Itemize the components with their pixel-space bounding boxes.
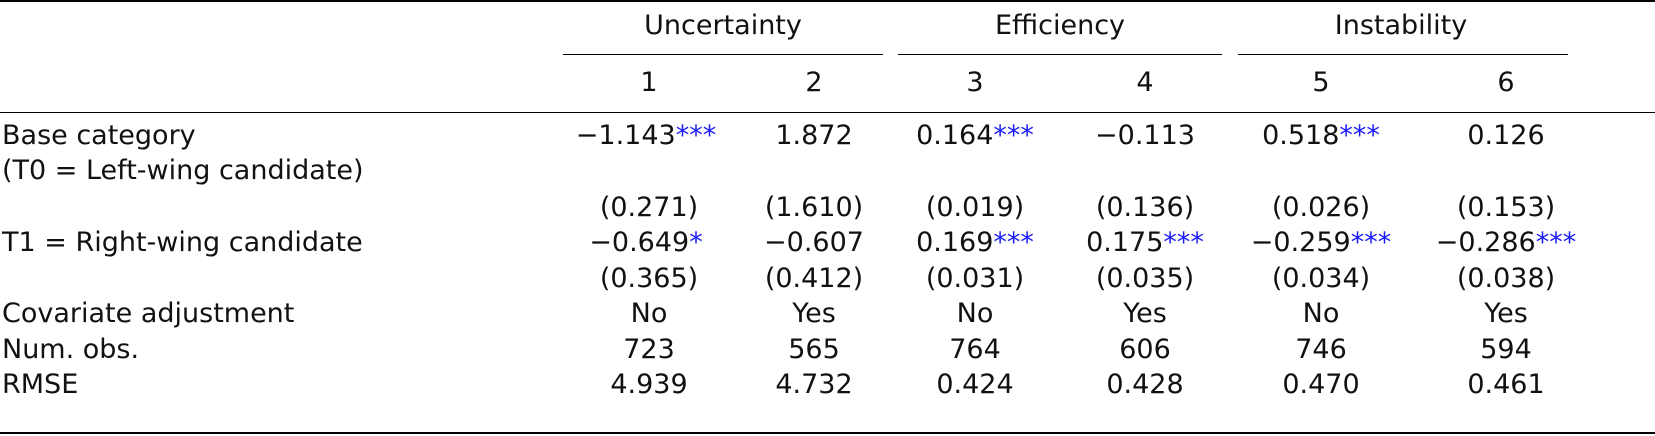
std-error-cell: (0.034) [1271,263,1371,294]
group-header-efficiency: Efficiency [994,10,1126,41]
stat-cell: No [1302,298,1340,329]
estimate-cell: 1.872 [775,120,853,151]
stat-cell: Yes [1484,298,1528,329]
column-number: 2 [805,67,823,98]
group-header-uncertainty: Uncertainty [644,10,802,41]
std-error-cell: (0.026) [1271,192,1371,223]
stat-cell: No [956,298,994,329]
group-header-instability: Instability [1334,10,1468,41]
std-error-cell: (0.153) [1456,192,1556,223]
estimate-cell: 0.169*** [916,227,1034,258]
significance-stars: *** [993,120,1034,151]
stat-cell: Yes [792,298,836,329]
stat-cell: 0.461 [1467,369,1545,400]
header-rule [0,112,1655,113]
significance-stars: *** [1535,227,1577,258]
std-error-cell: (0.412) [764,263,864,294]
stat-cell: 746 [1295,334,1347,365]
std-error-cell: (0.038) [1456,263,1556,294]
stat-cell: 606 [1119,334,1171,365]
estimate-cell: 0.164*** [916,120,1034,151]
std-error-cell: (1.610) [764,192,864,223]
significance-stars: *** [1163,227,1204,258]
row-label-base-category-note: (T0 = Left-wing candidate) [2,155,364,186]
std-error-cell: (0.031) [925,263,1025,294]
estimate-cell: 0.175*** [1086,227,1204,258]
column-number: 4 [1136,67,1154,98]
std-error-cell: (0.136) [1095,192,1195,223]
stat-cell: 723 [623,334,675,365]
stat-label-rmse: RMSE [2,369,79,400]
column-number: 6 [1497,67,1515,98]
column-number: 3 [966,67,984,98]
row-label-base-category: Base category [2,120,196,151]
top-rule [0,0,1655,2]
significance-stars: *** [1339,120,1380,151]
group-rule-efficiency [898,54,1222,55]
estimate-cell: −0.649* [589,227,703,258]
estimate-cell: 0.126 [1467,120,1545,151]
estimate-cell: −0.286*** [1435,227,1577,258]
group-rule-uncertainty [563,54,883,55]
stat-label-num-obs: Num. obs. [2,334,140,365]
estimate-cell: 0.518*** [1262,120,1380,151]
bottom-rule [0,432,1655,434]
stat-cell: 0.428 [1106,369,1184,400]
significance-stars: *** [1350,227,1392,258]
stat-cell: No [630,298,668,329]
std-error-cell: (0.035) [1095,263,1195,294]
column-number: 5 [1312,67,1330,98]
significance-stars: * [689,227,703,258]
estimate-cell: −1.143*** [575,120,717,151]
stat-cell: 4.939 [610,369,688,400]
estimate-cell: −0.113 [1095,120,1195,151]
std-error-cell: (0.365) [599,263,699,294]
stat-cell: 0.424 [936,369,1014,400]
stat-cell: 764 [949,334,1001,365]
stat-cell: Yes [1123,298,1167,329]
significance-stars: *** [675,120,717,151]
column-number: 1 [640,67,658,98]
estimate-cell: −0.259*** [1250,227,1392,258]
group-rule-instability [1238,54,1568,55]
stat-cell: 4.732 [775,369,853,400]
std-error-cell: (0.271) [599,192,699,223]
stat-label-covariate-adjustment: Covariate adjustment [2,298,295,329]
std-error-cell: (0.019) [925,192,1025,223]
row-label-treatment: T1 = Right-wing candidate [2,227,363,258]
stat-cell: 0.470 [1282,369,1360,400]
stat-cell: 594 [1480,334,1532,365]
estimate-cell: −0.607 [764,227,864,258]
stat-cell: 565 [788,334,840,365]
significance-stars: *** [993,227,1034,258]
